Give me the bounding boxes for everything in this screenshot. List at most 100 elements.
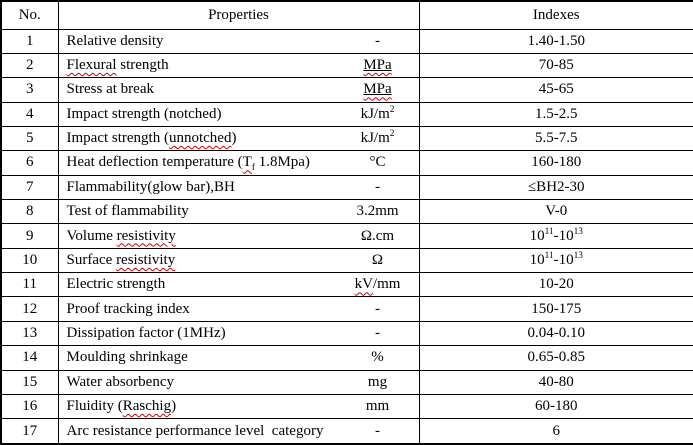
property-unit: mm bbox=[365, 398, 390, 415]
table-row: 1 Relative density - 1.40-1.50 bbox=[0, 28, 693, 54]
property-unit: Ω.cm bbox=[360, 227, 395, 244]
cell-index: 1011-1013 bbox=[418, 223, 693, 249]
table-row: 14 Moulding shrinkage% 0.65-0.85 bbox=[0, 345, 693, 371]
property-name: Dissipation factor (1MHz) bbox=[66, 324, 226, 341]
cell-no: 11 bbox=[0, 272, 59, 298]
col-header-indexes: Indexes bbox=[418, 0, 693, 30]
property-unit: kJ/m2 bbox=[360, 104, 395, 122]
cell-property: Heat deflection temperature (Tf 1.8Mpa) °… bbox=[57, 150, 420, 176]
table-row: 15 Water absorbency mg 40-80 bbox=[0, 369, 693, 395]
table-row: 11 Electric strength kV/mm 10-20 bbox=[0, 272, 693, 298]
property-name: Impact strength (unnotched) bbox=[66, 130, 237, 147]
property-name: Moulding shrinkage bbox=[66, 349, 188, 366]
property-unit: MPa bbox=[363, 81, 392, 98]
cell-no: 16 bbox=[0, 393, 59, 420]
cell-property: Stress at break MPa bbox=[57, 77, 420, 103]
cell-index: V-0 bbox=[418, 199, 693, 225]
table-row: 13 Dissipation factor (1MHz) - 0.04-0.10 bbox=[0, 320, 693, 347]
cell-property: Flexural strength MPa bbox=[57, 52, 420, 79]
cell-index: 150-175 bbox=[418, 296, 693, 322]
cell-index: 60-180 bbox=[418, 393, 693, 420]
property-unit: mg bbox=[367, 373, 388, 390]
table-row: 17 Arc resistance performance level categ… bbox=[0, 418, 693, 445]
table-row: 4 Impact strength (notched) kJ/m2 1.5-2.5 bbox=[0, 101, 693, 127]
cell-no: 10 bbox=[0, 247, 59, 274]
property-unit: MPa bbox=[363, 57, 392, 74]
cell-index: 40-80 bbox=[418, 369, 693, 395]
cell-property: Fluidity (Raschig) mm bbox=[57, 393, 420, 420]
table-row: 7 Flammability(glow bar),BH - ≤BH2-30 bbox=[0, 174, 693, 201]
cell-property: Relative density - bbox=[57, 28, 420, 54]
property-unit: % bbox=[371, 349, 384, 366]
cell-no: 17 bbox=[0, 418, 59, 445]
cell-no: 14 bbox=[0, 345, 59, 371]
table-row: 10 Surface resistivity Ω 1011-1013 bbox=[0, 247, 693, 274]
cell-no: 9 bbox=[0, 223, 59, 249]
table-row: 3 Stress at break MPa 45-65 bbox=[0, 77, 693, 103]
property-unit: °C bbox=[369, 154, 386, 171]
property-unit: - bbox=[375, 300, 380, 317]
cell-index: 45-65 bbox=[418, 77, 693, 103]
cell-property: Surface resistivity Ω bbox=[57, 247, 420, 274]
property-name: Electric strength bbox=[66, 276, 166, 293]
cell-index: 1011-1013 bbox=[418, 247, 693, 274]
cell-index: 6 bbox=[418, 418, 693, 445]
property-unit: - bbox=[375, 32, 380, 49]
cell-index: 1.40-1.50 bbox=[418, 28, 693, 54]
table-row: 9 Volume resistivity Ω.cm 1011-1013 bbox=[0, 223, 693, 249]
cell-no: 6 bbox=[0, 150, 59, 176]
cell-no: 1 bbox=[0, 28, 59, 54]
property-name: Relative density bbox=[66, 32, 164, 49]
cell-property: Arc resistance performance level categor… bbox=[57, 418, 420, 445]
col-header-properties: Properties bbox=[57, 0, 420, 30]
cell-no: 5 bbox=[0, 125, 59, 152]
property-unit: - bbox=[375, 324, 380, 341]
table-row: 12 Proof tracking index - 150-175 bbox=[0, 296, 693, 322]
cell-index: 1.5-2.5 bbox=[418, 101, 693, 127]
table-row: 8 Test of flammability 3.2mm V-0 bbox=[0, 199, 693, 225]
cell-index: 0.65-0.85 bbox=[418, 345, 693, 371]
table-row: 5 Impact strength (unnotched) kJ/m2 5.5-7.5 bbox=[0, 125, 693, 152]
cell-property: Impact strength (unnotched) kJ/m2 bbox=[57, 125, 420, 152]
cell-property: Moulding shrinkage% bbox=[57, 345, 420, 371]
cell-no: 8 bbox=[0, 199, 59, 225]
cell-index: ≤BH2-30 bbox=[418, 174, 693, 201]
col-header-no: No. bbox=[0, 0, 59, 30]
property-unit: - bbox=[375, 422, 380, 439]
property-unit: kV/mm bbox=[354, 276, 401, 293]
property-name: Flammability(glow bar),BH bbox=[66, 178, 235, 195]
cell-index: 10-20 bbox=[418, 272, 693, 298]
cell-property: Impact strength (notched) kJ/m2 bbox=[57, 101, 420, 127]
cell-property: Electric strength kV/mm bbox=[57, 272, 420, 298]
cell-index: 0.04-0.10 bbox=[418, 320, 693, 347]
cell-property: Volume resistivity Ω.cm bbox=[57, 223, 420, 249]
cell-no: 13 bbox=[0, 320, 59, 347]
table-row: 16 Fluidity (Raschig) mm 60-180 bbox=[0, 393, 693, 420]
property-name: Water absorbency bbox=[66, 373, 175, 390]
cell-no: 3 bbox=[0, 77, 59, 103]
property-name: Stress at break bbox=[66, 81, 154, 98]
property-name: Impact strength (notched) bbox=[66, 105, 222, 122]
property-name: Surface resistivity bbox=[66, 251, 176, 268]
property-unit: Ω bbox=[371, 251, 384, 268]
property-unit: 3.2mm bbox=[356, 203, 399, 220]
property-unit: kJ/m2 bbox=[360, 129, 395, 147]
cell-no: 4 bbox=[0, 101, 59, 127]
property-name: Heat deflection temperature (Tf 1.8Mpa) bbox=[66, 154, 310, 174]
cell-property: Water absorbency mg bbox=[57, 369, 420, 395]
property-name: Test of flammability bbox=[66, 203, 189, 220]
cell-property: Test of flammability 3.2mm bbox=[57, 199, 420, 225]
cell-no: 12 bbox=[0, 296, 59, 322]
table-row: 6 Heat deflection temperature (Tf 1.8Mpa)… bbox=[0, 150, 693, 176]
cell-no: 7 bbox=[0, 174, 59, 201]
table-row: 2 Flexural strength MPa 70-85 bbox=[0, 52, 693, 79]
cell-index: 5.5-7.5 bbox=[418, 125, 693, 152]
property-name: Volume resistivity bbox=[66, 227, 176, 244]
cell-no: 2 bbox=[0, 52, 59, 79]
header-row: No. Properties Indexes bbox=[0, 0, 693, 30]
property-unit: - bbox=[375, 178, 380, 195]
cell-property: Dissipation factor (1MHz) - bbox=[57, 320, 420, 347]
cell-index: 160-180 bbox=[418, 150, 693, 176]
property-name: Proof tracking index bbox=[66, 300, 190, 317]
